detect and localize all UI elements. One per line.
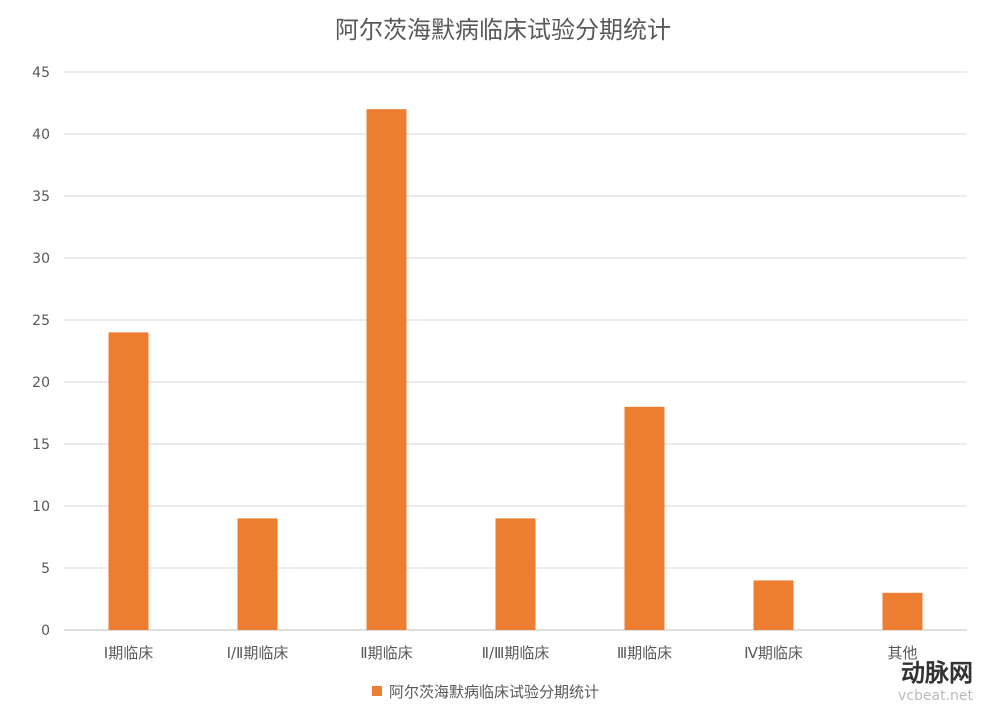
y-tick-label: 5	[41, 561, 50, 577]
x-tick-label: 其他	[887, 644, 917, 662]
legend: 阿尔茨海默病临床试验分期统计	[372, 683, 599, 701]
legend-swatch	[372, 686, 382, 696]
bar	[495, 518, 536, 630]
bar	[237, 518, 278, 630]
watermark: 动脉网 vcbeat.net	[898, 653, 973, 704]
gridlines	[64, 71, 967, 631]
bar	[108, 332, 149, 630]
x-tick-label: Ⅳ期临床	[744, 644, 803, 662]
x-tick-label: Ⅲ期临床	[617, 644, 672, 662]
y-tick-label: 45	[32, 65, 50, 81]
y-tick-label: 0	[41, 623, 50, 639]
bar	[624, 406, 665, 630]
bars	[108, 109, 923, 630]
legend-label: 阿尔茨海默病临床试验分期统计	[389, 683, 599, 701]
y-axis-ticks: 0 5 10 15 20 25 30 35 40 45	[32, 65, 50, 639]
watermark-name: 动脉网	[901, 659, 973, 687]
y-tick-label: 40	[32, 127, 50, 143]
bar	[882, 592, 923, 630]
bar	[753, 580, 794, 630]
chart-title: 阿尔茨海默病临床试验分期统计	[335, 16, 671, 44]
y-tick-label: 10	[32, 499, 50, 515]
bar	[366, 109, 407, 630]
x-tick-label: Ⅰ/Ⅱ期临床	[227, 644, 289, 662]
x-tick-label: Ⅱ/Ⅲ期临床	[482, 644, 550, 662]
y-tick-label: 30	[32, 251, 50, 267]
y-tick-label: 35	[32, 189, 50, 205]
y-tick-label: 25	[32, 313, 50, 329]
y-tick-label: 15	[32, 437, 50, 453]
watermark-site: vcbeat.net	[898, 688, 973, 704]
x-tick-label: Ⅰ期临床	[104, 644, 153, 662]
x-tick-label: Ⅱ期临床	[360, 644, 412, 662]
y-tick-label: 20	[32, 375, 50, 391]
x-axis-labels: Ⅰ期临床 Ⅰ/Ⅱ期临床 Ⅱ期临床 Ⅱ/Ⅲ期临床 Ⅲ期临床 Ⅳ期临床 其他	[104, 644, 918, 662]
